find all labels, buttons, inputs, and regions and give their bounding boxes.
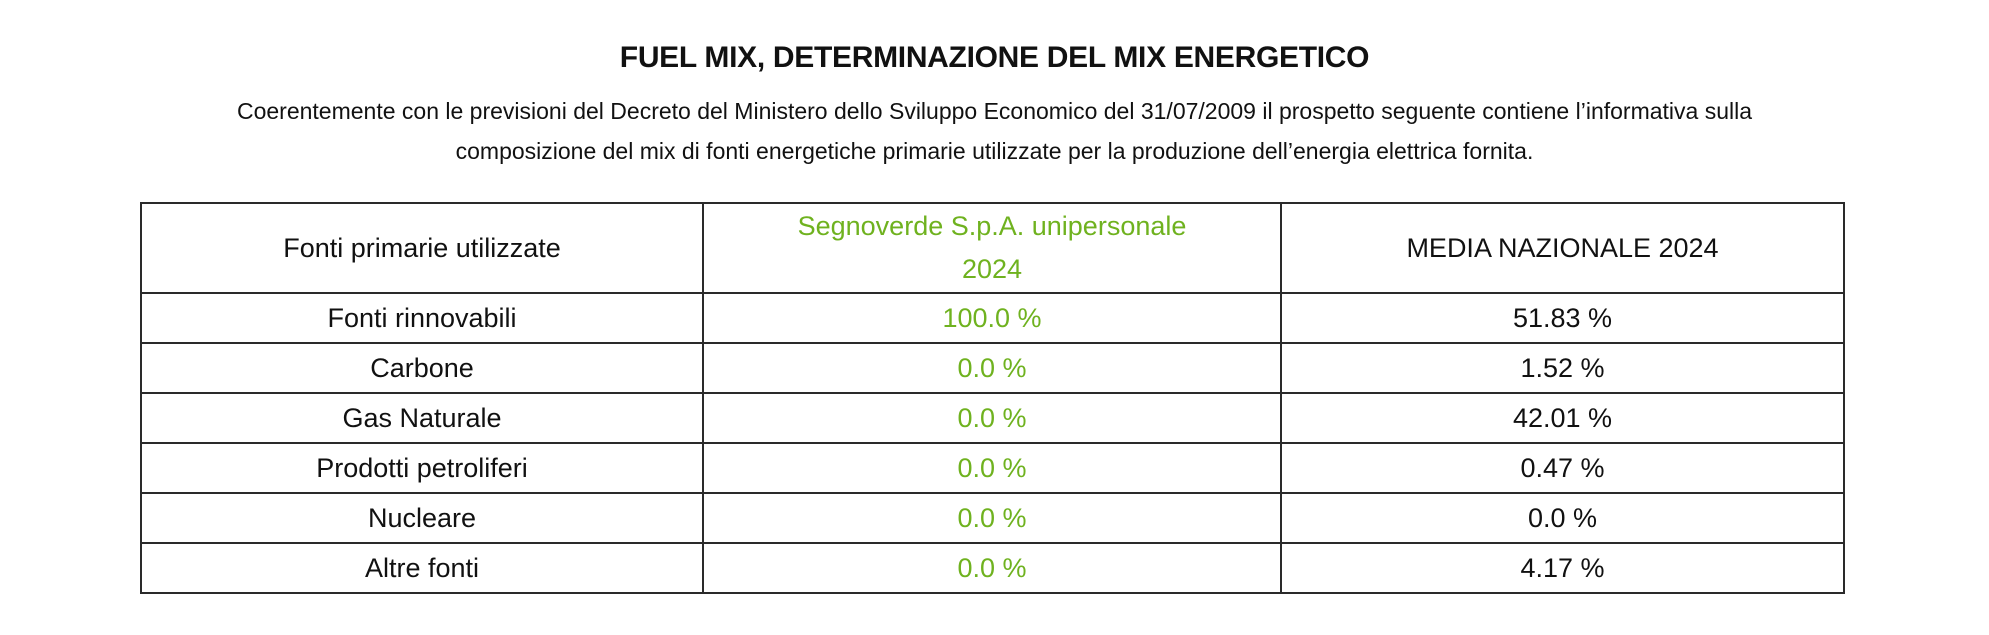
row-national-value: 0.0 % — [1280, 492, 1845, 544]
header-company: Segnoverde S.p.A. unipersonale 2024 — [702, 202, 1282, 294]
header-company-year: 2024 — [961, 254, 1023, 284]
row-company-value: 100.0 % — [702, 292, 1282, 344]
row-national-value: 1.52 % — [1280, 342, 1845, 394]
row-company-value: 0.0 % — [702, 492, 1282, 544]
row-company-value: 0.0 % — [702, 442, 1282, 494]
row-source: Prodotti petroliferi — [140, 442, 704, 494]
row-source: Gas Naturale — [140, 392, 704, 444]
table-row: Altre fonti 0.0 % 4.17 % — [140, 542, 1845, 594]
row-company-value: 0.0 % — [702, 342, 1282, 394]
header-source: Fonti primarie utilizzate — [140, 202, 704, 294]
row-source: Carbone — [140, 342, 704, 394]
row-source: Altre fonti — [140, 542, 704, 594]
table-row: Prodotti petroliferi 0.0 % 0.47 % — [140, 442, 1845, 494]
table-row: Gas Naturale 0.0 % 42.01 % — [140, 392, 1845, 444]
fuel-mix-table: Fonti primarie utilizzate Segnoverde S.p… — [140, 202, 1845, 594]
table-row: Carbone 0.0 % 1.52 % — [140, 342, 1845, 394]
row-national-value: 4.17 % — [1280, 542, 1845, 594]
table-row: Fonti rinnovabili 100.0 % 51.83 % — [140, 292, 1845, 344]
row-national-value: 0.47 % — [1280, 442, 1845, 494]
page-content: FUEL MIX, DETERMINAZIONE DEL MIX ENERGET… — [0, 0, 1989, 171]
row-source: Nucleare — [140, 492, 704, 544]
row-national-value: 42.01 % — [1280, 392, 1845, 444]
page-title: FUEL MIX, DETERMINAZIONE DEL MIX ENERGET… — [619, 41, 1370, 74]
table-row: Nucleare 0.0 % 0.0 % — [140, 492, 1845, 544]
row-company-value: 0.0 % — [702, 392, 1282, 444]
table-header-row: Fonti primarie utilizzate Segnoverde S.p… — [140, 202, 1845, 294]
header-national: MEDIA NAZIONALE 2024 — [1280, 202, 1845, 294]
row-company-value: 0.0 % — [702, 542, 1282, 594]
row-source: Fonti rinnovabili — [140, 292, 704, 344]
header-company-name: Segnoverde S.p.A. unipersonale — [797, 211, 1187, 241]
intro-line-2: composizione del mix di fonti energetich… — [455, 138, 1534, 164]
intro-paragraph: Coerentemente con le previsioni del Decr… — [45, 91, 1945, 171]
intro-line-1: Coerentemente con le previsioni del Decr… — [236, 98, 1753, 124]
row-national-value: 51.83 % — [1280, 292, 1845, 344]
